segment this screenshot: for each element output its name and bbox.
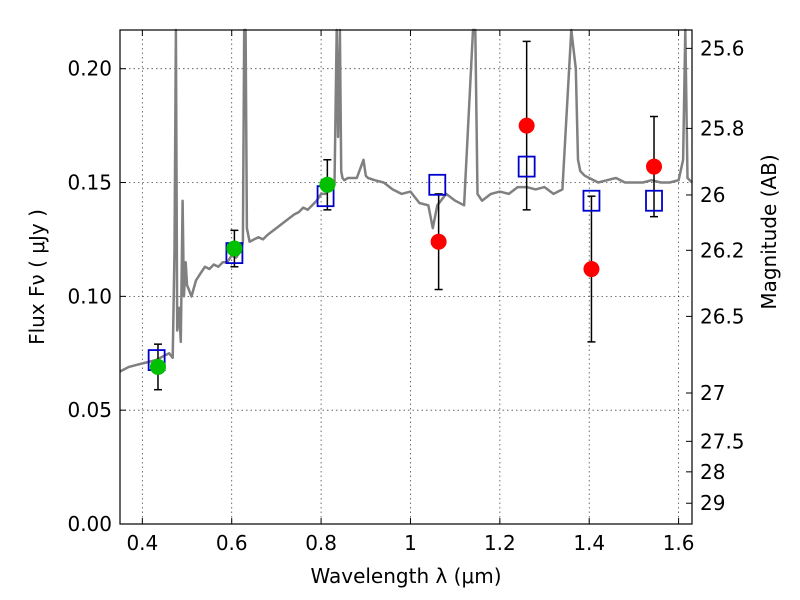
y-tick-label: 0.15 xyxy=(67,171,112,195)
y-tick-label: 0.10 xyxy=(67,284,112,308)
model-photometry-square xyxy=(582,189,601,212)
mag-tick-label: 27 xyxy=(700,381,725,405)
mag-tick-label: 26.5 xyxy=(700,304,745,328)
y-axis-label-left: Flux Fν ( μJy ) xyxy=(25,209,49,345)
x-tick-label: 0.4 xyxy=(126,531,158,555)
mag-tick-label: 25.8 xyxy=(700,116,745,140)
red-data-point xyxy=(430,233,447,250)
green-data-point xyxy=(149,358,166,375)
model-spectrum-layer xyxy=(119,28,693,373)
mag-tick-label: 29 xyxy=(700,491,725,515)
plot-frame xyxy=(119,29,693,525)
x-tick-label: 1.2 xyxy=(484,531,516,555)
red-data-point xyxy=(646,158,663,175)
mag-tick-label: 28 xyxy=(700,460,725,484)
x-tick-label: 0.6 xyxy=(216,531,248,555)
points-layer xyxy=(147,40,663,391)
mag-tick-label: 25.6 xyxy=(700,36,745,60)
y-tick-label: 0.20 xyxy=(67,57,112,81)
y-tick-label: 0.05 xyxy=(67,398,112,422)
mag-tick-label: 26.2 xyxy=(700,238,745,262)
model-photometry-square xyxy=(517,155,536,178)
x-tick-label: 0.8 xyxy=(305,531,337,555)
mag-tick-label: 27.5 xyxy=(700,429,745,453)
x-tick-label: 1.6 xyxy=(663,531,695,555)
model-photometry-square xyxy=(645,189,663,212)
model-spectrum-line xyxy=(119,28,693,373)
y-axis-label-right: Magnitude (AB) xyxy=(757,154,781,309)
red-data-point xyxy=(583,261,600,278)
x-axis-label: Wavelength λ (μm) xyxy=(310,564,501,588)
red-data-point xyxy=(518,117,535,134)
grid-layer xyxy=(120,30,692,524)
green-data-point xyxy=(319,176,336,193)
green-data-point xyxy=(226,240,243,257)
model-photometry-square xyxy=(428,173,447,196)
x-tick-label: 1.4 xyxy=(573,531,605,555)
mag-tick-label: 26 xyxy=(700,183,725,207)
ticks-layer: 0.4 0.6 0.8 1 1.2 1.4 1.6 0.00 0.05 0.10 0.15 0.20 2… xyxy=(67,30,745,555)
y-tick-label: 0.00 xyxy=(67,512,112,536)
x-tick-label: 1 xyxy=(404,531,417,555)
